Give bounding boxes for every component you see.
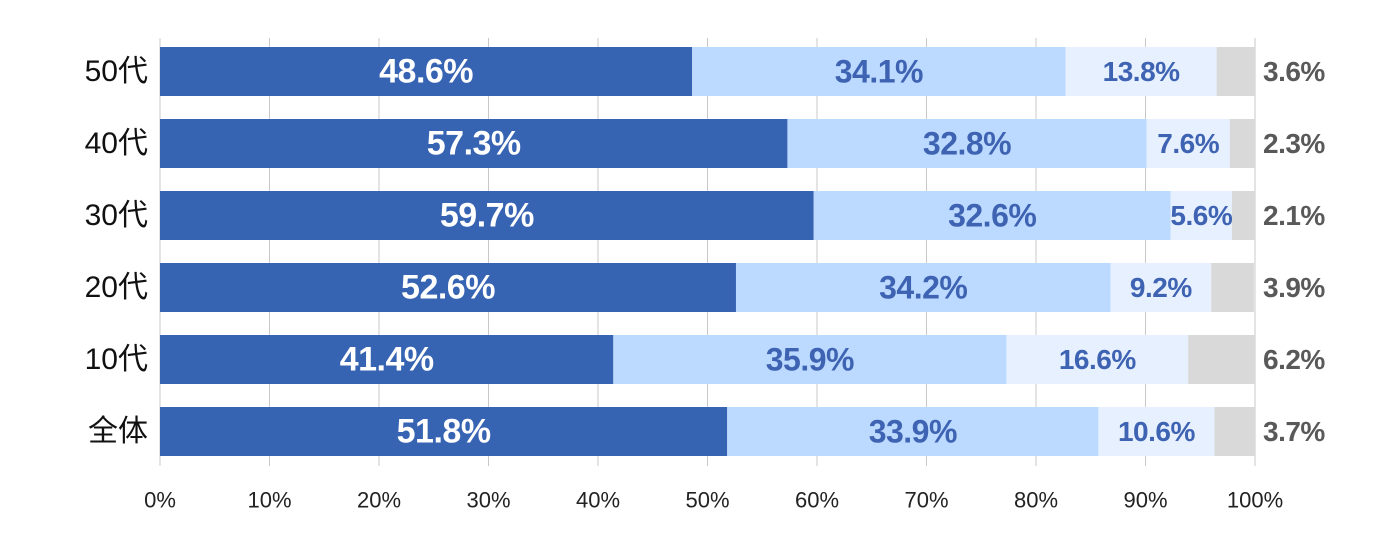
x-tick-label: 30% <box>466 488 510 513</box>
data-label: 5.6% <box>1170 200 1232 231</box>
data-label: 35.9% <box>766 342 854 378</box>
data-label: 33.9% <box>869 414 957 450</box>
bar-segment <box>735 263 1111 312</box>
bar-segment <box>613 335 1007 384</box>
x-tick-label: 40% <box>576 488 620 513</box>
data-label: 32.6% <box>948 198 1036 234</box>
x-tick-label: 70% <box>904 488 948 513</box>
x-axis-ticks: 0% 10% 20% 30% 40% 50% 60% 70% 80% 90% 100% <box>144 488 1283 513</box>
bar-segment <box>1216 47 1255 96</box>
gridlines <box>159 38 1256 466</box>
x-tick-label: 90% <box>1123 488 1167 513</box>
data-label: 9.2% <box>1130 272 1192 303</box>
bar-segment <box>160 335 614 384</box>
bar-segment <box>1170 191 1233 240</box>
bar-segment <box>727 407 1099 456</box>
bars <box>160 47 1255 456</box>
bar-segment <box>1110 263 1212 312</box>
data-label: 32.8% <box>923 126 1011 162</box>
x-tick-label: 20% <box>357 488 401 513</box>
data-label: 59.7% <box>440 197 534 235</box>
data-label: 34.1% <box>835 54 923 90</box>
bar-segment <box>1006 335 1189 384</box>
x-tick-label: 10% <box>247 488 291 513</box>
data-label: 7.6% <box>1157 128 1219 159</box>
bar-segment <box>1214 407 1255 456</box>
data-label: 34.2% <box>879 270 967 306</box>
category-label: 40代 <box>85 127 148 160</box>
bar-segment <box>1065 47 1217 96</box>
data-label: 41.4% <box>340 341 434 379</box>
data-label: 3.9% <box>1263 272 1325 303</box>
data-label: 52.6% <box>401 269 495 307</box>
bar-segment <box>1098 407 1215 456</box>
bar-segment <box>1188 335 1255 384</box>
bar-segment <box>160 47 693 96</box>
category-label: 10代 <box>85 343 148 376</box>
x-tick-label: 0% <box>144 488 176 513</box>
data-label: 16.6% <box>1059 344 1136 375</box>
bar-segment <box>1146 119 1230 168</box>
x-tick-label: 100% <box>1227 488 1283 513</box>
data-label: 10.6% <box>1118 416 1195 447</box>
bar-segment <box>160 407 728 456</box>
data-label: 3.7% <box>1263 416 1325 447</box>
category-label: 全体 <box>88 415 148 448</box>
data-label: 51.8% <box>397 413 491 451</box>
data-label: 6.2% <box>1263 344 1325 375</box>
bar-segment <box>160 119 788 168</box>
data-label: 3.6% <box>1263 56 1325 87</box>
bar-segment <box>1232 191 1255 240</box>
x-tick-label: 80% <box>1014 488 1058 513</box>
bar-segment <box>160 191 814 240</box>
x-tick-label: 60% <box>795 488 839 513</box>
bar-segment <box>813 191 1171 240</box>
bar-segment <box>1229 119 1255 168</box>
data-label: 13.8% <box>1103 56 1180 87</box>
data-label: 57.3% <box>427 125 521 163</box>
bar-segment <box>787 119 1147 168</box>
data-label: 2.3% <box>1263 128 1325 159</box>
data-label: 48.6% <box>379 53 473 91</box>
category-label: 30代 <box>85 199 148 232</box>
category-label: 50代 <box>85 55 148 88</box>
data-labels: 48.6% 34.1% 13.8% 3.6% 50代 57.3% 32.8% 7.6% 2.3%… <box>85 53 1326 451</box>
bar-segment <box>160 263 736 312</box>
x-tick-label: 50% <box>685 488 729 513</box>
data-label: 2.1% <box>1263 200 1325 231</box>
category-label: 20代 <box>85 271 148 304</box>
bar-segment <box>692 47 1066 96</box>
bar-segment <box>1211 263 1254 312</box>
